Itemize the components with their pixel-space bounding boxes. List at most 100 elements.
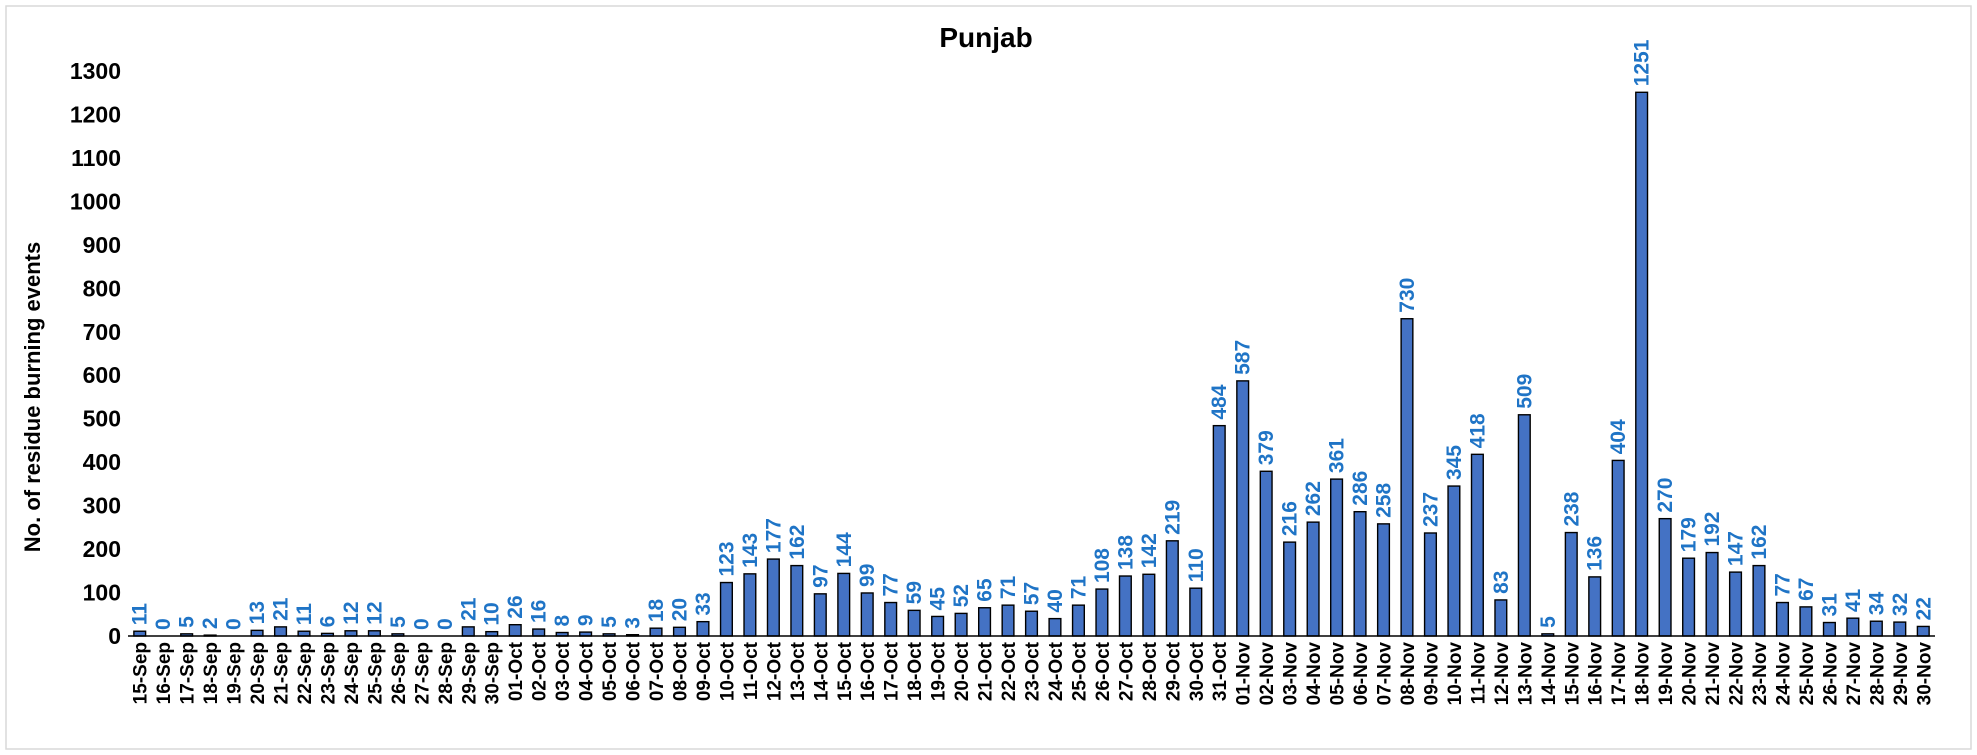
x-tick-label: 12-Nov [1492, 642, 1513, 706]
y-tick-label: 200 [83, 536, 121, 562]
data-label: 136 [1584, 536, 1607, 571]
bar [1330, 478, 1344, 637]
x-tick-label: 16-Nov [1586, 642, 1607, 706]
x-tick-label: 11-Oct [741, 641, 762, 700]
data-label: 1251 [1631, 39, 1654, 86]
x-tick-label: 24-Oct [1046, 641, 1067, 701]
data-label: 5 [176, 616, 199, 628]
bar [977, 607, 992, 637]
bar [766, 558, 780, 637]
bar [907, 609, 921, 637]
bar [743, 573, 757, 637]
x-tick-label: 30-Sep [483, 642, 504, 704]
y-axis-label: No. of residue burning events [20, 242, 45, 552]
y-tick-label: 1300 [70, 58, 121, 84]
bar [1447, 485, 1461, 637]
x-tick-label: 28-Oct [1140, 641, 1161, 701]
y-tick-label: 1200 [70, 101, 121, 127]
x-tick-label: 29-Nov [1891, 642, 1912, 706]
data-label: 40 [1044, 589, 1067, 612]
bar [1846, 617, 1860, 637]
x-tick-label: 30-Oct [1187, 641, 1208, 701]
x-axis-ticks: 15-Sep 16-Sep 17-Sep 18-Sep 19-Sep 20-Sep 21-S… [131, 641, 1936, 705]
data-label: 238 [1560, 491, 1583, 526]
bar [273, 626, 288, 637]
bars-group [133, 91, 1930, 637]
data-label: 138 [1114, 535, 1137, 570]
x-tick-label: 03-Oct [553, 641, 574, 701]
data-label: 108 [1091, 548, 1114, 583]
x-tick-label: 04-Oct [577, 641, 598, 701]
data-label: 142 [1138, 533, 1161, 568]
x-tick-label: 28-Nov [1867, 642, 1888, 706]
x-tick-label: 02-Oct [530, 641, 551, 701]
bar [1024, 610, 1039, 637]
data-label: 99 [856, 564, 879, 587]
bar [250, 629, 264, 637]
data-label: 59 [903, 581, 926, 604]
bar [696, 620, 710, 637]
bar [532, 628, 546, 637]
x-tick-label: 28-Sep [436, 642, 457, 704]
bar [1400, 318, 1414, 637]
data-label: 179 [1678, 517, 1701, 552]
x-tick-label: 15-Sep [131, 642, 152, 704]
x-tick-label: 09-Nov [1421, 642, 1442, 706]
x-tick-label: 14-Oct [811, 641, 832, 701]
y-tick-label: 0 [108, 623, 121, 649]
x-tick-label: 01-Nov [1234, 642, 1255, 706]
x-tick-label: 09-Oct [694, 641, 715, 701]
data-label: 11 [293, 603, 316, 626]
data-label: 22 [1912, 597, 1935, 620]
x-tick-label: 06-Oct [624, 641, 645, 701]
x-tick-label: 15-Oct [835, 641, 856, 701]
bar [344, 630, 358, 637]
bar [1423, 532, 1438, 637]
data-label: 0 [152, 618, 175, 630]
data-label: 162 [1748, 525, 1771, 560]
x-tick-label: 12-Oct [764, 641, 785, 701]
data-label: 57 [1021, 582, 1044, 605]
bar [1752, 564, 1766, 637]
x-tick-label: 13-Nov [1515, 642, 1536, 706]
data-label: 0 [223, 618, 246, 630]
data-label: 484 [1208, 384, 1231, 419]
x-tick-label: 23-Sep [318, 642, 339, 704]
data-label: 361 [1326, 438, 1349, 473]
data-label: 192 [1701, 512, 1724, 547]
data-label: 21 [457, 597, 480, 621]
bar [1728, 571, 1743, 637]
data-label: 162 [786, 525, 809, 560]
y-tick-label: 700 [83, 319, 121, 345]
data-label: 262 [1302, 481, 1325, 516]
data-label: 270 [1654, 478, 1677, 513]
x-tick-label: 07-Oct [647, 641, 668, 701]
bar [1635, 91, 1649, 637]
x-tick-label: 25-Nov [1797, 642, 1818, 706]
x-tick-label: 05-Nov [1328, 642, 1349, 706]
bar [1682, 557, 1696, 637]
x-tick-label: 27-Oct [1116, 641, 1137, 701]
y-tick-label: 600 [83, 362, 121, 388]
x-tick-label: 22-Oct [999, 641, 1020, 701]
data-label: 286 [1349, 471, 1372, 506]
data-label: 31 [1818, 593, 1841, 617]
y-tick-label: 1100 [71, 145, 121, 171]
bar [837, 572, 851, 637]
bar [719, 581, 733, 637]
bar [1588, 576, 1602, 637]
x-tick-label: 13-Oct [788, 641, 809, 701]
data-label: 509 [1513, 374, 1536, 409]
x-tick-label: 03-Nov [1281, 642, 1302, 706]
data-label: 34 [1865, 592, 1888, 616]
x-tick-label: 22-Sep [295, 642, 316, 704]
x-tick-label: 18-Nov [1633, 642, 1654, 706]
bar [1658, 517, 1672, 637]
data-label: 587 [1232, 340, 1255, 375]
bar [1118, 575, 1132, 637]
data-label: 258 [1373, 483, 1396, 518]
data-label: 379 [1255, 430, 1278, 465]
x-tick-label: 23-Nov [1750, 642, 1771, 706]
data-label: 123 [715, 541, 738, 576]
